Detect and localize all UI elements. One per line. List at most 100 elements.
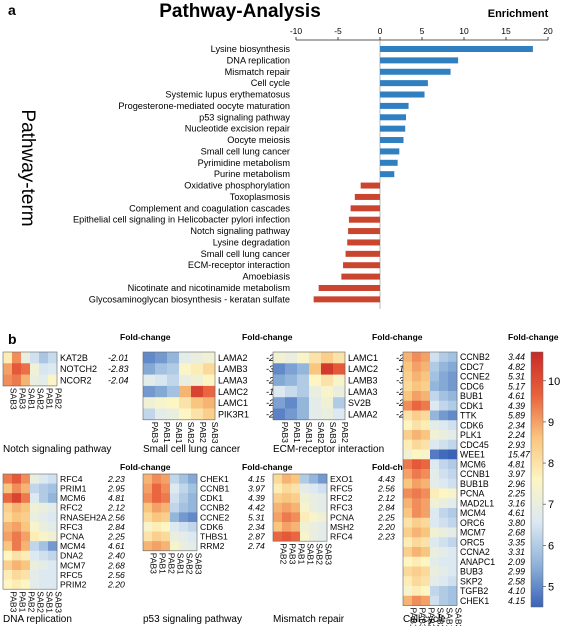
heatmap-cell — [403, 381, 413, 392]
category-label: Small cell lung cancer — [201, 146, 290, 156]
sample-label: PAB3 — [18, 388, 28, 409]
heatmap-cell — [179, 512, 189, 523]
gene-label: LAMA2 — [348, 409, 378, 419]
heatmap-cell — [448, 498, 458, 509]
sample-label: SAB3 — [54, 591, 64, 613]
colorbar-tick-label: 5 — [548, 581, 554, 593]
heatmap-cell — [309, 502, 319, 513]
heatmap-cell — [403, 459, 413, 470]
bar — [380, 137, 404, 144]
heatmap-cell — [167, 385, 180, 398]
heatmap-cell — [167, 397, 180, 409]
heatmap-cell — [421, 469, 431, 480]
heatmap-cell — [143, 374, 156, 387]
bar — [380, 68, 451, 75]
heatmap-cell — [21, 483, 31, 494]
heatmap-cell — [430, 410, 440, 421]
heatmap-cell — [430, 361, 440, 372]
heatmap-cell — [273, 363, 286, 375]
heatmap-cell — [12, 522, 22, 532]
heatmap-cell — [439, 556, 449, 567]
heatmap-cell — [282, 493, 292, 504]
gene-label: DNA2 — [60, 551, 83, 561]
sample-label: PAB3 — [150, 422, 160, 443]
heatmap-cell — [155, 363, 168, 375]
fold-change-value: 3.31 — [508, 547, 525, 557]
heatmap-cell — [430, 371, 440, 382]
heatmap-cell — [191, 385, 204, 398]
heatmap-cell — [21, 560, 31, 571]
fold-change-value: 4.81 — [108, 493, 125, 503]
heatmap-cell — [439, 498, 449, 509]
heatmap-cell — [203, 374, 216, 387]
heatmap-cell — [291, 531, 301, 542]
heatmap-cell — [12, 363, 22, 375]
heatmap-cell — [152, 531, 162, 542]
gene-label: RFC5 — [330, 484, 353, 494]
fold-change-value: 2.74 — [247, 541, 265, 551]
fold-change-value: 4.61 — [108, 541, 125, 551]
heatmap-cell — [48, 570, 58, 580]
heatmap-cell — [12, 474, 22, 484]
colorbar: 5 6 7 8 9 10 — [530, 351, 560, 608]
gene-label: CCNB2 — [460, 352, 490, 362]
heatmap-cell — [430, 527, 440, 538]
sample-label: PAB1 — [297, 543, 307, 564]
fold-change-value: 2.12 — [107, 503, 125, 513]
heatmap-cell — [439, 586, 449, 597]
bar — [313, 296, 380, 303]
colorbar-tick-label: 9 — [548, 417, 554, 429]
sample-label: SAB3 — [328, 422, 338, 444]
heatmap-cell — [282, 522, 292, 532]
heatmap-cell — [39, 374, 49, 387]
bar — [348, 228, 380, 235]
heatmap-cell — [430, 547, 440, 558]
heatmap-cell — [152, 502, 162, 513]
heatmap-cell — [273, 502, 283, 513]
heatmap-cell — [448, 537, 458, 548]
fold-change-value: 3.80 — [508, 518, 525, 528]
heatmap-cell — [39, 560, 49, 571]
heatmap-cell — [403, 576, 413, 587]
fold-change-value: 4.39 — [508, 401, 525, 411]
heatmap-cell — [403, 469, 413, 480]
heatmap-cell — [191, 408, 204, 421]
heatmap-cell — [318, 474, 328, 484]
heatmap-cell — [430, 488, 440, 499]
heatmap-cell — [155, 385, 168, 398]
heatmap-mismatch-repair: EXO1 4.43 RFC5 2.56 RFC2 2.12 RFC3 2.84 PCNA 2.25… — [272, 462, 423, 625]
heatmap-cell — [179, 352, 192, 364]
heatmap-cell — [448, 586, 458, 597]
fold-change-value: 2.23 — [107, 474, 125, 484]
heatmap-cell — [30, 502, 40, 513]
heatmap-cell — [273, 385, 286, 398]
heatmap-cell — [421, 556, 431, 567]
heatmap-cell — [412, 537, 422, 548]
bar — [380, 102, 409, 109]
category-label: Amoebiasis — [243, 272, 291, 282]
gene-label: MCM7 — [60, 560, 86, 570]
heatmap-cell — [412, 352, 422, 363]
heatmap-cell — [421, 537, 431, 548]
sample-label: PAB3 — [9, 591, 19, 612]
heatmap-cell — [412, 420, 422, 431]
heatmap-cell — [430, 508, 440, 519]
panel-b-letter: b — [8, 331, 17, 347]
heatmap-cell — [412, 459, 422, 470]
heatmap-cell — [203, 397, 216, 409]
heatmap-cell — [3, 570, 13, 580]
gene-label: LAMB3 — [348, 375, 378, 385]
heatmap-cell — [48, 579, 58, 590]
gene-label: NCOR2 — [60, 375, 92, 385]
heatmap-cell — [448, 566, 458, 577]
heatmap-cell — [412, 449, 422, 460]
heatmap-cell — [321, 352, 334, 364]
heatmap-cell — [39, 474, 49, 484]
sample-label: SAB2 — [315, 543, 325, 565]
heatmap-cell — [179, 363, 192, 375]
heatmap-cell — [39, 570, 49, 580]
heatmap-cell — [39, 579, 49, 590]
sample-label: SAB1 — [304, 422, 314, 444]
heatmap-cell — [3, 474, 13, 484]
heatmap-cell — [300, 512, 310, 523]
